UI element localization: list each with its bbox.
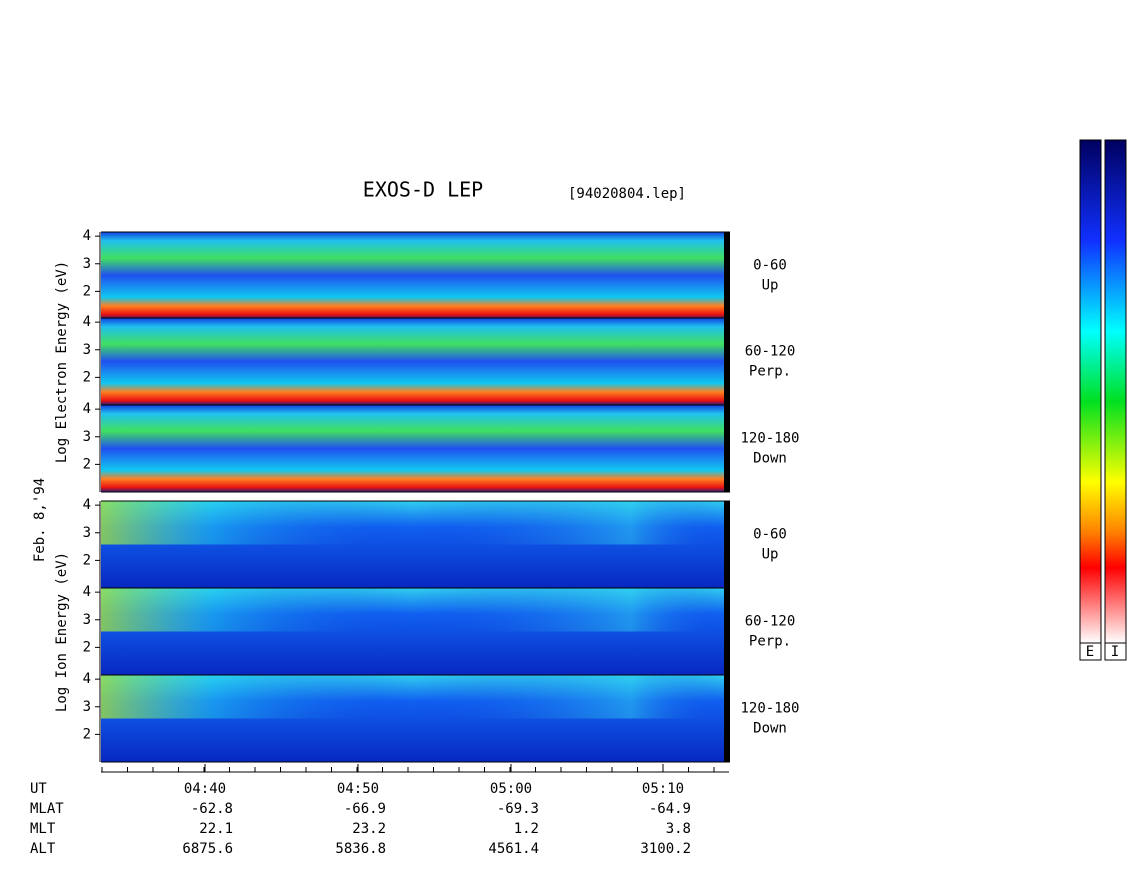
panel-angle: 120-180 bbox=[740, 701, 799, 717]
y-tick-label: 4 bbox=[83, 584, 91, 600]
y-tick-label: 3 bbox=[83, 342, 91, 358]
colorbar-box bbox=[1079, 642, 1102, 661]
colorbar-box bbox=[1104, 642, 1127, 661]
row-name: MLT bbox=[30, 821, 56, 837]
y-tick-label: 2 bbox=[83, 456, 91, 472]
alt-value: 5836.8 bbox=[335, 841, 386, 857]
y-tick-label: 2 bbox=[83, 726, 91, 742]
panel-edge bbox=[724, 588, 730, 675]
title: EXOS-D LEP bbox=[363, 178, 483, 202]
colorbar-label: E bbox=[1086, 644, 1094, 660]
panel-direction: Perp. bbox=[749, 634, 791, 650]
panel-direction: Perp. bbox=[749, 364, 791, 380]
spectrogram-overlay bbox=[101, 501, 724, 545]
panel-angle: 0-60 bbox=[753, 258, 787, 274]
mlat-value: -69.3 bbox=[497, 801, 539, 817]
ut-label: 04:40 bbox=[184, 781, 226, 797]
panel-angle: 60-120 bbox=[745, 344, 796, 360]
y-tick-label: 4 bbox=[83, 401, 91, 417]
panel-angle: 60-120 bbox=[745, 614, 796, 630]
mlt-value: 3.8 bbox=[666, 821, 691, 837]
electron-axis-label: Log Electron Energy (eV) bbox=[54, 261, 70, 463]
mlt-value: 22.1 bbox=[199, 821, 233, 837]
panel-direction: Down bbox=[753, 721, 787, 737]
spectrogram-overlay bbox=[101, 588, 724, 632]
row-name: ALT bbox=[30, 841, 56, 857]
panel-edge bbox=[724, 501, 730, 588]
mlat-value: -64.9 bbox=[649, 801, 691, 817]
spectrogram bbox=[101, 405, 724, 492]
y-tick-label: 2 bbox=[83, 639, 91, 655]
y-tick-label: 4 bbox=[83, 671, 91, 687]
spectrogram bbox=[101, 318, 724, 405]
ut-label: 05:10 bbox=[642, 781, 684, 797]
panel-angle: 0-60 bbox=[753, 527, 787, 543]
colorbar-i bbox=[1104, 139, 1127, 644]
y-tick-label: 3 bbox=[83, 612, 91, 628]
file-name: [94020804.lep] bbox=[568, 186, 686, 202]
alt-value: 4561.4 bbox=[488, 841, 539, 857]
row-name: MLAT bbox=[30, 801, 64, 817]
y-tick-label: 3 bbox=[83, 429, 91, 445]
ion-axis-label: Log Ion Energy (eV) bbox=[54, 552, 70, 712]
spectrogram bbox=[101, 232, 724, 319]
y-tick-label: 3 bbox=[83, 525, 91, 541]
alt-value: 3100.2 bbox=[640, 841, 691, 857]
y-tick-label: 4 bbox=[83, 314, 91, 330]
y-tick-label: 4 bbox=[83, 497, 91, 513]
y-tick-label: 3 bbox=[83, 699, 91, 715]
y-tick-label: 4 bbox=[83, 228, 91, 244]
mlt-value: 23.2 bbox=[352, 821, 386, 837]
panel-direction: Up bbox=[762, 547, 779, 563]
mlat-value: -62.8 bbox=[191, 801, 233, 817]
ut-label: 04:50 bbox=[337, 781, 379, 797]
mlat-value: -66.9 bbox=[344, 801, 386, 817]
alt-value: 6875.6 bbox=[182, 841, 233, 857]
panel-edge bbox=[724, 675, 730, 762]
ut-label: 05:00 bbox=[490, 781, 532, 797]
y-tick-label: 3 bbox=[83, 256, 91, 272]
panel-edge bbox=[724, 405, 730, 492]
y-tick-label: 2 bbox=[83, 283, 91, 299]
date-label: Feb. 8,'94 bbox=[32, 478, 48, 562]
row-name: UT bbox=[30, 781, 47, 797]
spectrogram-overlay bbox=[101, 675, 724, 719]
y-tick-label: 2 bbox=[83, 369, 91, 385]
mlt-value: 1.2 bbox=[514, 821, 539, 837]
colorbar-label: I bbox=[1111, 644, 1119, 660]
panel-direction: Up bbox=[762, 278, 779, 294]
panel-edge bbox=[724, 232, 730, 319]
panel-edge bbox=[724, 318, 730, 405]
panel-angle: 120-180 bbox=[740, 431, 799, 447]
y-tick-label: 2 bbox=[83, 552, 91, 568]
panel-direction: Down bbox=[753, 451, 787, 467]
colorbar-e bbox=[1079, 139, 1102, 644]
